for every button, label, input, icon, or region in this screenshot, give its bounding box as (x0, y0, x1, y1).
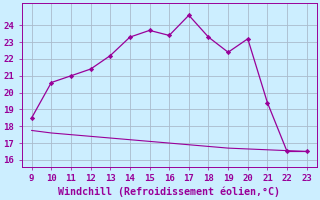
X-axis label: Windchill (Refroidissement éolien,°C): Windchill (Refroidissement éolien,°C) (58, 186, 280, 197)
